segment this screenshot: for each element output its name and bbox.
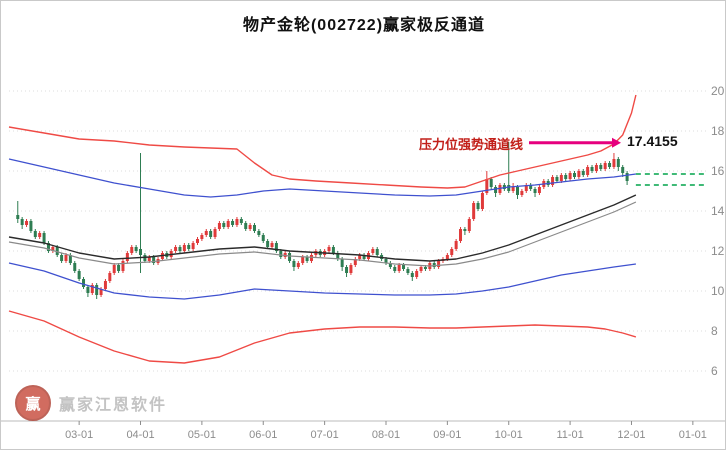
series-mid_gray xyxy=(8,201,637,267)
svg-text:10: 10 xyxy=(711,284,725,298)
x-axis: 03-01 04-01 05-01 06-01 07-01 08-01 09-01 10-01… xyxy=(1,420,725,441)
series-upper_red xyxy=(8,94,637,189)
svg-text:12: 12 xyxy=(711,244,725,258)
series-mid_black xyxy=(8,194,637,262)
svg-text:18: 18 xyxy=(711,124,725,138)
svg-text:11-01: 11-01 xyxy=(556,429,583,441)
svg-text:6: 6 xyxy=(711,364,718,378)
svg-text:01-01: 01-01 xyxy=(679,429,707,441)
svg-text:07-01: 07-01 xyxy=(311,429,339,441)
svg-text:05-01: 05-01 xyxy=(188,429,216,441)
pressure-line-label: 压力位强势通道线 xyxy=(418,137,523,152)
channel-lines-layer xyxy=(8,94,637,364)
candles-layer xyxy=(16,142,629,299)
pressure-line-value: 17.4155 xyxy=(627,133,678,149)
brand-logo-icon: 赢 xyxy=(15,385,51,421)
series-upper_blue xyxy=(8,158,636,198)
svg-text:8: 8 xyxy=(711,324,718,338)
svg-text:06-01: 06-01 xyxy=(249,429,277,441)
grid-layer xyxy=(9,90,706,372)
y-axis-labels: 20 18 16 14 12 10 8 6 xyxy=(711,84,725,378)
svg-text:14: 14 xyxy=(711,204,725,218)
svg-text:03-01: 03-01 xyxy=(65,429,93,441)
page-title: 物产金轮(002722)赢家极反通道 xyxy=(242,17,486,34)
watermark: 赢 赢家江恩软件 xyxy=(15,385,167,421)
svg-text:20: 20 xyxy=(711,84,725,98)
svg-text:16: 16 xyxy=(711,164,725,178)
pressure-arrow xyxy=(529,137,621,148)
svg-text:10-01: 10-01 xyxy=(495,429,523,441)
svg-text:12-01: 12-01 xyxy=(617,429,645,441)
watermark-text: 赢家江恩软件 xyxy=(59,397,168,414)
series-lower_blue xyxy=(8,262,636,300)
svg-text:04-01: 04-01 xyxy=(126,429,154,441)
svg-text:08-01: 08-01 xyxy=(372,429,400,441)
svg-text:09-01: 09-01 xyxy=(433,429,461,441)
dashed-projection-layer xyxy=(635,173,706,186)
series-lower_red xyxy=(8,310,637,364)
